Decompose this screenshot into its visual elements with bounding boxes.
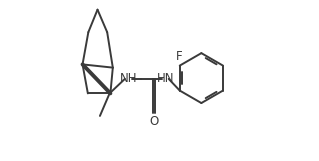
- Text: F: F: [176, 50, 182, 63]
- Text: O: O: [149, 115, 159, 128]
- Text: HN: HN: [156, 72, 174, 85]
- Text: NH: NH: [120, 72, 138, 85]
